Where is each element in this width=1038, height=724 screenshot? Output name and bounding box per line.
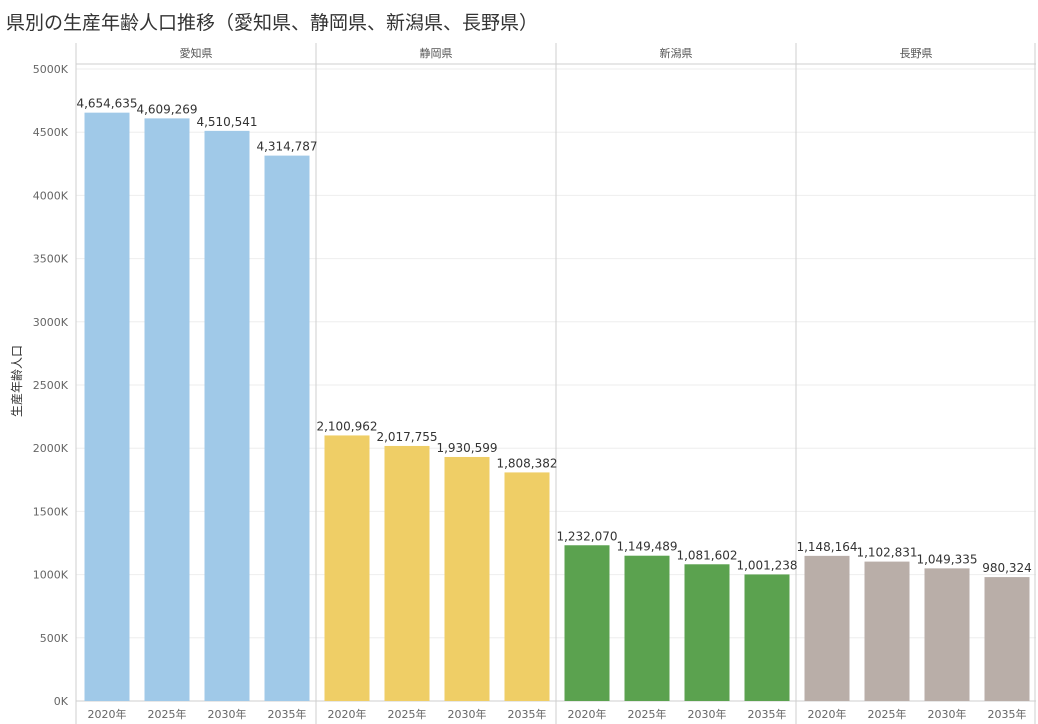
bar[interactable] bbox=[624, 555, 670, 701]
bar[interactable] bbox=[384, 445, 430, 701]
bar[interactable] bbox=[684, 564, 730, 701]
y-tick-label: 1500K bbox=[33, 505, 69, 518]
x-tick-label: 2030年 bbox=[448, 707, 487, 721]
y-tick-label: 5000K bbox=[33, 63, 69, 76]
data-label: 4,654,635 bbox=[76, 97, 137, 111]
panel-header: 静岡県 bbox=[420, 46, 453, 60]
y-axis: 0K 500K 1000K 1500K 2000K 2500K 3000K 3500K 4000… bbox=[33, 63, 69, 708]
y-tick-label: 3000K bbox=[33, 316, 69, 329]
data-label: 2,017,755 bbox=[376, 430, 437, 444]
bars bbox=[84, 112, 1030, 702]
bar[interactable] bbox=[324, 435, 370, 701]
bar[interactable] bbox=[144, 118, 190, 701]
data-label: 4,314,787 bbox=[256, 140, 317, 154]
bar[interactable] bbox=[924, 568, 970, 701]
x-tick-label: 2020年 bbox=[808, 707, 847, 721]
data-label: 1,049,335 bbox=[916, 552, 977, 566]
bar[interactable] bbox=[984, 577, 1030, 701]
x-tick-label: 2035年 bbox=[748, 707, 787, 721]
y-tick-label: 500K bbox=[40, 632, 69, 645]
data-label: 1,808,382 bbox=[496, 456, 557, 470]
y-tick-label: 2500K bbox=[33, 379, 69, 392]
bar[interactable] bbox=[564, 545, 610, 701]
data-label: 4,510,541 bbox=[196, 115, 257, 129]
data-label: 4,609,269 bbox=[136, 102, 197, 116]
x-axis: 2020年 2025年 2030年 2035年 2020年 2025年 2030年 2035年… bbox=[88, 707, 1027, 721]
y-tick-label: 0K bbox=[54, 695, 69, 708]
x-tick-label: 2020年 bbox=[88, 707, 127, 721]
y-tick-label: 3500K bbox=[33, 253, 69, 266]
x-tick-label: 2035年 bbox=[988, 707, 1027, 721]
x-tick-label: 2025年 bbox=[148, 707, 187, 721]
y-tick-label: 4000K bbox=[33, 189, 69, 202]
x-tick-label: 2030年 bbox=[688, 707, 727, 721]
y-tick-label: 2000K bbox=[33, 442, 69, 455]
x-tick-label: 2035年 bbox=[268, 707, 307, 721]
bar[interactable] bbox=[204, 130, 250, 701]
bar[interactable] bbox=[744, 574, 790, 701]
x-tick-label: 2025年 bbox=[388, 707, 427, 721]
data-label: 1,232,070 bbox=[556, 529, 617, 543]
data-label: 980,324 bbox=[982, 561, 1032, 575]
data-label: 1,001,238 bbox=[736, 558, 797, 572]
data-label: 1,149,489 bbox=[616, 540, 677, 554]
panel-header: 長野県 bbox=[900, 47, 933, 60]
data-label: 1,081,602 bbox=[676, 548, 737, 562]
y-tick-label: 4500K bbox=[33, 126, 69, 139]
panel-headers: 愛知県 静岡県 新潟県 長野県 bbox=[180, 46, 933, 60]
bar[interactable] bbox=[84, 112, 130, 702]
bar[interactable] bbox=[444, 456, 490, 701]
bar[interactable] bbox=[864, 561, 910, 701]
x-tick-label: 2025年 bbox=[628, 707, 667, 721]
x-tick-label: 2020年 bbox=[328, 707, 367, 721]
bar[interactable] bbox=[264, 155, 310, 702]
data-label: 2,100,962 bbox=[316, 419, 377, 433]
bar[interactable] bbox=[804, 555, 850, 701]
x-tick-label: 2020年 bbox=[568, 707, 607, 721]
panel-header: 新潟県 bbox=[660, 46, 693, 60]
data-label: 1,930,599 bbox=[436, 441, 497, 455]
x-tick-label: 2035年 bbox=[508, 707, 547, 721]
y-axis-title: 生産年齢人口 bbox=[9, 345, 24, 417]
bar[interactable] bbox=[504, 472, 550, 701]
data-label: 1,148,164 bbox=[796, 540, 857, 554]
y-tick-label: 1000K bbox=[33, 569, 69, 582]
x-tick-label: 2030年 bbox=[928, 707, 967, 721]
chart-title: 県別の生産年齢人口推移（愛知県、静岡県、新潟県、長野県） bbox=[6, 12, 539, 34]
x-tick-label: 2025年 bbox=[868, 707, 907, 721]
x-tick-label: 2030年 bbox=[208, 707, 247, 721]
data-label: 1,102,831 bbox=[856, 546, 917, 560]
panel-header: 愛知県 bbox=[180, 46, 213, 60]
